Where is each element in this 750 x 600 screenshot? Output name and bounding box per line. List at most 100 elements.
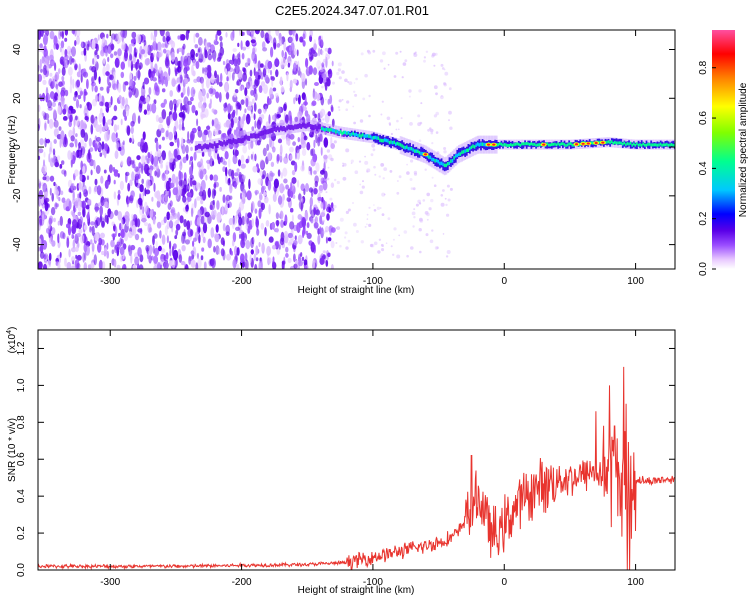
ridge-core xyxy=(510,143,512,147)
spectral-dot xyxy=(449,187,453,191)
spectral-blob xyxy=(59,46,62,53)
spectral-dot xyxy=(440,95,443,97)
spectral-blob xyxy=(224,151,229,160)
spectral-blob xyxy=(120,118,123,126)
spectral-blob xyxy=(243,216,247,225)
spectral-blob xyxy=(320,147,323,156)
ridge-core xyxy=(633,142,635,146)
spectral-dot xyxy=(337,62,342,67)
spectral-blob xyxy=(314,216,318,224)
spectral-dot xyxy=(403,230,408,234)
spectral-blob xyxy=(295,33,299,42)
spectral-blob xyxy=(75,233,82,238)
spectral-blob xyxy=(196,118,199,127)
spectral-blob xyxy=(309,130,313,135)
spectral-blob xyxy=(145,58,151,65)
spectral-dot xyxy=(396,191,400,195)
spectral-blob xyxy=(78,228,83,234)
spectral-blob xyxy=(38,178,41,184)
spectral-blob xyxy=(85,204,90,210)
spectral-blob xyxy=(75,99,80,109)
spectral-blob xyxy=(161,234,166,245)
ridge-core xyxy=(658,143,660,147)
spectral-blob xyxy=(140,49,146,55)
ridge-core xyxy=(391,141,394,145)
spectral-blob xyxy=(239,104,242,111)
ridge-core xyxy=(538,143,541,147)
spectral-blob xyxy=(169,215,175,220)
spectral-blob xyxy=(104,197,108,203)
spectral-blob xyxy=(254,263,258,269)
colorbar-label: Normalized spectral amplitude xyxy=(738,82,749,217)
ridge-band xyxy=(305,123,307,129)
spectral-dot xyxy=(374,173,377,176)
spectral-blob xyxy=(38,148,44,154)
spectral-blob xyxy=(218,81,223,87)
spectral-blob xyxy=(231,60,234,65)
y-tick-label: 0 xyxy=(12,144,23,150)
spectral-blob xyxy=(227,130,230,136)
spectral-dot xyxy=(319,177,324,182)
spectral-blob xyxy=(197,258,202,269)
spectral-dot xyxy=(449,126,453,130)
spectral-blob xyxy=(320,169,325,175)
spectral-dot xyxy=(336,71,340,76)
spectral-dot xyxy=(447,171,450,173)
spectral-blob xyxy=(329,94,333,105)
ridge-band xyxy=(672,140,675,147)
spectral-dot xyxy=(324,47,329,52)
spectral-blob xyxy=(68,120,72,128)
spectral-blob xyxy=(245,223,248,231)
spectral-blob xyxy=(160,248,166,253)
spectral-blob xyxy=(234,143,238,148)
ridge-core xyxy=(320,126,323,131)
ridge-core xyxy=(475,143,478,147)
spectral-blob xyxy=(183,219,187,228)
spectral-blob xyxy=(282,167,288,177)
ridge-core xyxy=(651,143,654,147)
spectral-blob xyxy=(48,217,53,226)
spectral-blob xyxy=(246,57,251,64)
spectral-blob xyxy=(294,161,298,172)
spectral-blob xyxy=(227,178,231,186)
spectral-blob xyxy=(40,68,43,73)
spectral-blob xyxy=(160,102,166,108)
spectral-blob xyxy=(277,106,282,115)
ridge-core xyxy=(374,135,377,140)
spectral-blob xyxy=(200,215,205,225)
spectral-blob xyxy=(53,139,57,144)
spectral-blob xyxy=(177,99,182,105)
spectral-blob xyxy=(153,182,156,192)
ridge-band xyxy=(279,125,282,131)
spectral-dot xyxy=(366,170,369,173)
spectral-blob xyxy=(90,239,93,245)
spectral-blob xyxy=(191,104,196,114)
spectral-blob xyxy=(124,115,127,121)
spectral-blob xyxy=(261,185,265,194)
spectral-blob xyxy=(70,183,74,191)
x-tick-label: -300 xyxy=(100,276,120,287)
spectral-blob xyxy=(155,140,159,152)
spectral-blob xyxy=(69,84,73,94)
spectral-blob xyxy=(289,221,295,230)
ridge-core xyxy=(409,146,411,151)
spectral-blob xyxy=(207,53,213,61)
spectral-blob xyxy=(248,142,251,150)
spectral-blob xyxy=(290,181,293,192)
spectral-blob xyxy=(227,103,232,114)
ridge-core xyxy=(628,142,630,146)
ridge-core xyxy=(557,142,560,146)
spectral-blob xyxy=(183,59,188,67)
colorbar-tick-label: 0.8 xyxy=(698,60,709,74)
ridge-core xyxy=(659,142,662,146)
spectral-blob xyxy=(125,105,130,117)
spectral-blob xyxy=(173,125,177,136)
spectral-dot xyxy=(417,114,421,118)
spectral-blob xyxy=(98,112,103,124)
spectral-blob xyxy=(240,99,245,105)
spectral-blob xyxy=(267,179,272,191)
spectral-blob xyxy=(75,254,78,259)
spectral-blob xyxy=(180,59,184,71)
spectral-blob xyxy=(213,246,216,253)
spectral-blob xyxy=(301,73,306,82)
